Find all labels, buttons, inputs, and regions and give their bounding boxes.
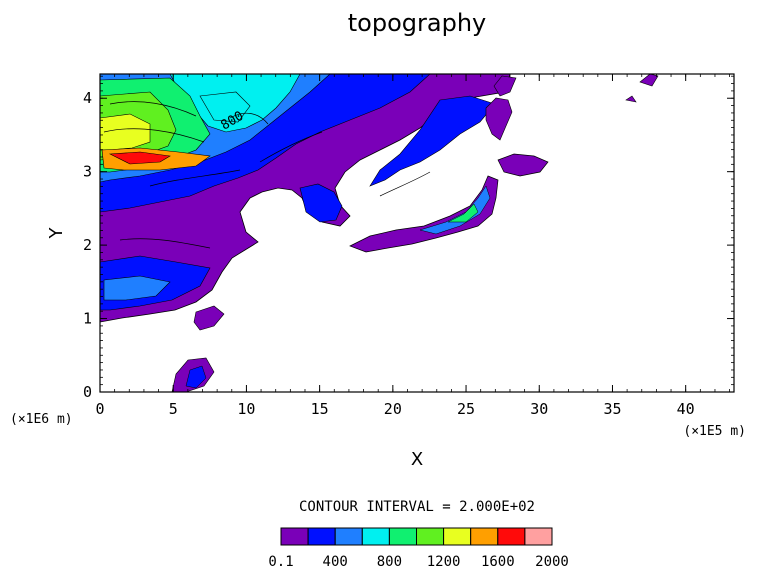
japan-highland-green [447,203,479,223]
topography-map: 800 [100,74,734,392]
small-island [625,95,637,103]
y-axis-label: Y [46,227,67,240]
plot-frame [99,73,735,393]
legend-swatch [388,527,417,546]
y-tick-label: 2 [83,236,92,254]
legend-swatch [416,527,445,546]
y-tick-label: 4 [83,89,92,107]
japan-kyushu-honshu [349,175,499,253]
legend-value-label: 0.1 [268,554,293,570]
southwest-green [103,275,171,301]
island-south-core [185,365,207,389]
japan-north-honshu [485,97,513,141]
color-legend [280,527,553,546]
x-axis-label: X [411,449,423,470]
x-tick-label: 0 [95,400,104,418]
x-tick-label: 5 [169,400,178,418]
x-tick-label: 30 [530,400,548,418]
legend-swatch [443,527,472,546]
x-tick-label: 20 [384,400,402,418]
peaks-red [108,151,171,165]
legend-value-label: 2000 [535,554,569,570]
x-axis-ticks: 0 5 10 15 20 25 30 35 40 [95,74,731,418]
y-tick-label: 1 [83,310,92,328]
y-axis-ticks: 0 1 2 3 4 [83,75,734,401]
legend-swatch [497,527,526,546]
legend-swatch [334,527,363,546]
island-taiwan [193,305,225,331]
legend-value-label: 800 [377,554,402,570]
y-unit-label: (×1E6 m) [10,412,73,427]
chart-title: topography [348,9,486,37]
japan-sakhalin [493,75,517,97]
x-tick-label: 35 [603,400,621,418]
legend-swatch [524,527,553,546]
legend-value-label: 1600 [481,554,515,570]
x-tick-label: 10 [237,400,255,418]
legend-swatch [470,527,499,546]
contour-lines [103,101,431,249]
legend-swatch [307,527,336,546]
color-legend-labels: 0.1 400 800 1200 1600 2000 [268,554,569,570]
legend-title: CONTOUR INTERVAL = 2.000E+02 [299,499,535,515]
peninsula-blue [299,183,343,223]
legend-swatch [280,527,309,546]
kuril-island [639,74,659,87]
legend-value-label: 400 [323,554,348,570]
y-tick-label: 3 [83,163,92,181]
legend-value-label: 1200 [427,554,461,570]
y-tick-label: 0 [83,383,92,401]
x-unit-label: (×1E5 m) [683,424,746,439]
legend-swatch [361,527,390,546]
x-tick-label: 15 [311,400,329,418]
x-tick-label: 40 [677,400,695,418]
japan-hokkaido [497,153,549,177]
x-tick-label: 25 [457,400,475,418]
